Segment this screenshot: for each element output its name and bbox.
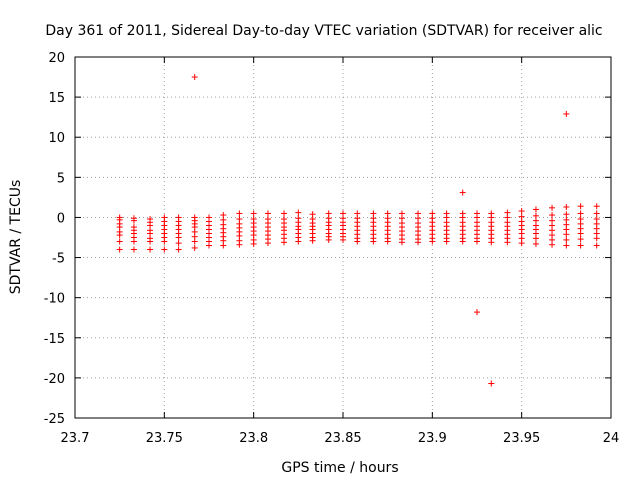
data-point — [532, 206, 539, 213]
data-point — [130, 217, 137, 224]
data-point — [488, 380, 495, 387]
y-tick-label: -25 — [44, 412, 65, 427]
y-tick-label: 0 — [57, 211, 65, 226]
data-point — [250, 210, 257, 217]
y-tick-label: -20 — [44, 372, 65, 387]
data-point — [175, 240, 182, 247]
data-point — [488, 239, 495, 246]
ticks — [74, 56, 612, 419]
data-points — [116, 74, 600, 387]
data-point — [116, 232, 123, 239]
data-point — [191, 238, 198, 245]
x-tick-label: 23.95 — [503, 431, 540, 446]
data-point — [474, 238, 480, 245]
x-tick-label: 23.8 — [239, 431, 268, 446]
data-point — [116, 238, 123, 245]
data-point — [236, 241, 243, 248]
data-point — [504, 239, 511, 246]
data-point — [161, 246, 168, 253]
data-point — [443, 238, 450, 245]
data-point — [116, 246, 123, 253]
data-point — [130, 246, 137, 253]
data-point — [220, 242, 227, 249]
y-tick-label: 20 — [48, 51, 65, 66]
tick-labels: 23.7 23.75 23.8 23.85 23.9 23.95 24 -25 -20 -15 -1… — [44, 51, 620, 446]
data-point — [549, 204, 556, 211]
y-tick-label: 5 — [57, 171, 65, 186]
data-point — [370, 238, 377, 245]
data-point — [518, 208, 525, 215]
data-point — [147, 238, 154, 245]
data-point — [429, 238, 436, 245]
data-point — [549, 212, 556, 219]
data-point — [593, 235, 600, 242]
data-point — [295, 238, 302, 245]
data-point — [577, 203, 584, 210]
x-tick-label: 24 — [603, 431, 620, 446]
data-point — [354, 238, 361, 245]
data-point — [281, 210, 288, 217]
data-point — [549, 241, 556, 248]
data-point — [264, 210, 271, 217]
data-point — [161, 238, 168, 245]
data-point — [295, 209, 302, 216]
data-point — [175, 234, 182, 241]
x-tick-label: 23.75 — [146, 431, 183, 446]
data-point — [206, 242, 212, 249]
data-point — [191, 244, 198, 251]
data-point — [459, 238, 466, 245]
y-axis-label: SDTVAR / TECUs — [8, 180, 24, 295]
data-point — [593, 203, 600, 210]
data-point — [384, 238, 391, 245]
data-point — [563, 236, 570, 243]
y-tick-label: 10 — [48, 131, 65, 146]
data-point — [175, 246, 182, 253]
x-tick-label: 23.7 — [61, 431, 90, 446]
data-point — [281, 239, 288, 246]
data-point — [563, 211, 570, 218]
y-tick-label: 15 — [48, 91, 65, 106]
data-point — [563, 204, 570, 211]
data-point — [147, 246, 154, 253]
x-axis-label: GPS time / hours — [281, 460, 398, 476]
data-point — [130, 238, 137, 245]
data-point — [325, 236, 332, 243]
data-point — [340, 236, 346, 243]
y-tick-label: -5 — [52, 252, 65, 267]
data-point — [593, 210, 600, 217]
data-point — [474, 309, 480, 316]
data-point — [264, 240, 271, 247]
data-point — [250, 240, 257, 247]
y-tick-label: -15 — [44, 332, 65, 347]
y-tick-label: -10 — [44, 292, 65, 307]
data-point — [577, 242, 584, 249]
data-point — [518, 240, 525, 247]
data-point — [236, 210, 243, 217]
data-point — [398, 239, 405, 246]
chart-title: Day 361 of 2011, Sidereal Day-to-day VTE… — [45, 23, 602, 39]
data-point — [532, 235, 539, 242]
data-point — [415, 239, 422, 246]
data-point — [309, 237, 316, 244]
x-tick-label: 23.9 — [418, 431, 447, 446]
data-point — [577, 210, 584, 217]
data-point — [459, 189, 466, 196]
data-point — [532, 240, 539, 247]
data-point — [593, 242, 600, 249]
x-tick-label: 23.85 — [324, 431, 361, 446]
data-point — [191, 74, 198, 81]
data-point — [577, 230, 584, 237]
data-point — [563, 242, 570, 249]
data-point — [577, 236, 584, 243]
data-point — [563, 110, 570, 117]
data-point — [563, 231, 570, 238]
